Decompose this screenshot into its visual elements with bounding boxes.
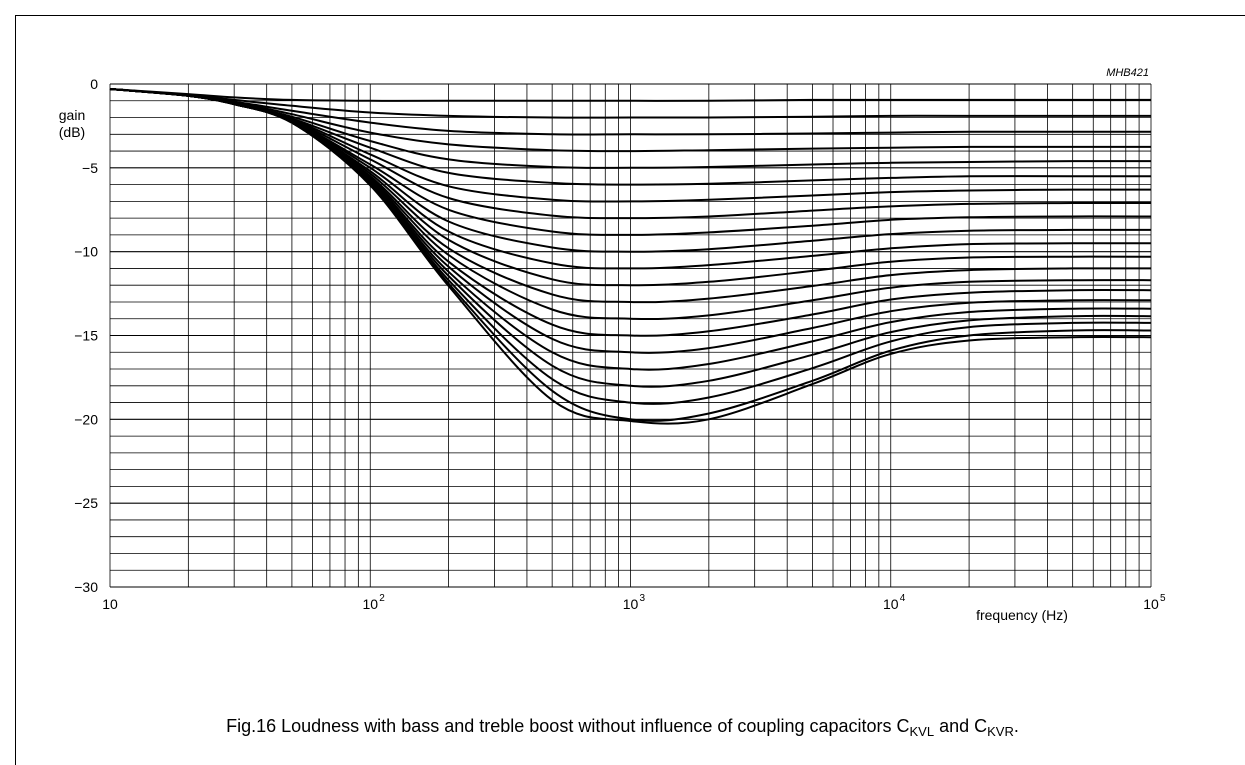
figure-frame	[15, 15, 1245, 765]
y-tick-label: −5	[82, 160, 98, 176]
caption-subscript-kvl: KVL	[909, 724, 935, 739]
series-curve-1	[109, 88, 1151, 102]
figure-caption: Fig.16 Loudness with bass and treble boo…	[0, 716, 1245, 739]
chart-code-label: MHB421	[1106, 67, 1149, 79]
x-tick-label: 10	[1143, 596, 1159, 612]
y-axis-label-line2: (dB)	[59, 124, 85, 140]
caption-mid: and C	[934, 716, 988, 736]
caption-subscript-kvr: KVR	[987, 724, 1014, 739]
axis-labels: MHB421 gain (dB) frequency (Hz)	[59, 67, 1149, 623]
x-tick-exponent: 4	[900, 593, 906, 604]
caption-text: Fig.16 Loudness with bass and treble boo…	[226, 716, 910, 736]
y-tick-label: −30	[74, 579, 98, 595]
series-curve-21	[109, 88, 1152, 425]
series-curve-4	[109, 88, 1151, 153]
y-tick-label: 0	[90, 76, 98, 92]
x-axis-label: frequency (Hz)	[976, 607, 1068, 623]
y-tick-label: −15	[74, 328, 98, 344]
x-tick-exponent: 2	[379, 593, 385, 604]
x-tick-label: 10	[883, 596, 899, 612]
series-curve-2	[109, 88, 1151, 119]
y-tick-label: −20	[74, 411, 98, 427]
x-tick-label: 10	[362, 596, 378, 612]
y-axis-label-line1: gain	[59, 107, 85, 123]
y-tick-label: −25	[74, 495, 98, 511]
series-group	[109, 88, 1152, 425]
series-curve-3	[109, 88, 1152, 136]
chart: MHB421 gain (dB) frequency (Hz) 0 −5 −10 −1…	[59, 67, 1166, 623]
caption-end: .	[1013, 716, 1019, 736]
x-tick-label: 10	[623, 596, 639, 612]
y-tick-label: −10	[74, 244, 98, 260]
x-tick-exponent: 3	[640, 593, 646, 604]
x-tick-exponent: 5	[1160, 593, 1166, 604]
grid	[109, 83, 1152, 588]
x-tick-label: 10	[102, 596, 118, 612]
